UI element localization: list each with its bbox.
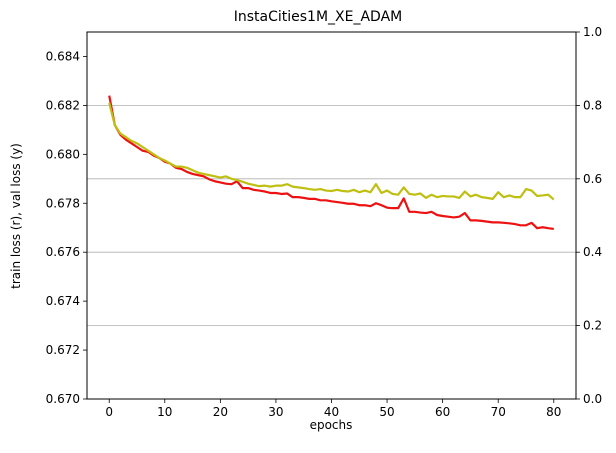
chart-title: InstaCities1M_XE_ADAM (234, 9, 403, 25)
y2-tick-label: 0.0 (583, 392, 602, 406)
y2-tick-label: 0.2 (583, 319, 602, 333)
x-tick-label: 50 (379, 405, 394, 419)
x-tick-label: 20 (213, 405, 228, 419)
x-tick-label: 40 (324, 405, 339, 419)
x-tick-label: 60 (435, 405, 450, 419)
y-tick-label: 0.678 (46, 196, 80, 210)
y2-tick-label: 0.6 (583, 172, 602, 186)
y-tick-label: 0.672 (46, 343, 80, 357)
y2-tick-label: 0.4 (583, 245, 602, 259)
series-line-0 (108, 95, 554, 231)
gridlines (87, 105, 576, 327)
y2-tick-label: 0.8 (583, 98, 602, 112)
series-line-1 (108, 102, 555, 201)
x-tick-label: 0 (105, 405, 113, 419)
y-tick-label: 0.676 (46, 245, 80, 259)
y-tick-label: 0.670 (46, 392, 80, 406)
x-tick-label: 10 (157, 405, 172, 419)
plot-frame (86, 31, 577, 400)
y-tick-label: 0.682 (46, 98, 80, 112)
y-axis-title: train loss (r), val loss (y) (9, 143, 23, 289)
x-tick-label: 30 (268, 405, 283, 419)
y2-tick-label: 1.0 (583, 25, 602, 39)
series-lines (108, 95, 555, 231)
y2-axis-ticks: 0.0 0.2 0.4 0.6 0.8 1.0 (576, 25, 602, 406)
y-axis-ticks: 0.670 0.672 0.674 0.676 0.678 0.680 0.682 0.684 (46, 49, 87, 406)
x-tick-label: 80 (546, 405, 561, 419)
x-axis-ticks: 0 10 20 30 40 50 60 70 80 (105, 399, 561, 419)
x-tick-label: 70 (491, 405, 506, 419)
x-axis-title: epochs (310, 418, 353, 432)
y-tick-label: 0.684 (46, 49, 80, 63)
y-tick-label: 0.680 (46, 147, 80, 161)
y-tick-label: 0.674 (46, 294, 80, 308)
